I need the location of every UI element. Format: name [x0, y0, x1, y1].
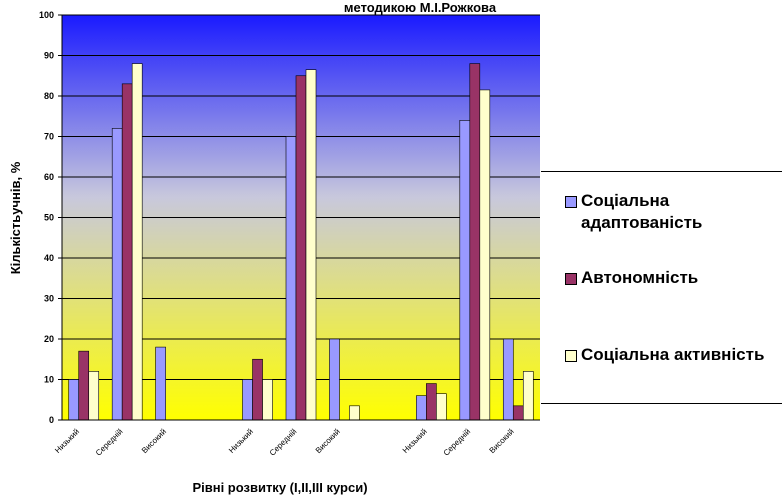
- bar: [242, 379, 253, 421]
- x-tick-label: Низький: [401, 427, 429, 455]
- legend-label: Автономність: [581, 268, 699, 287]
- legend-label: Соціальна активність: [581, 345, 765, 364]
- y-tick-label: 100: [39, 10, 54, 20]
- legend-swatch: [565, 196, 577, 208]
- bar: [459, 120, 471, 421]
- legend-swatch: [565, 350, 577, 362]
- y-tick-label: 90: [44, 51, 54, 61]
- x-axis-label: Рівні розвитку (І,ІІ,ІІІ курси): [192, 480, 367, 495]
- bar: [111, 128, 123, 421]
- bar: [155, 346, 166, 421]
- legend-label: Соціальна адаптованість: [581, 191, 703, 232]
- y-tick-label: 50: [44, 213, 54, 223]
- bar: [88, 371, 100, 421]
- bar: [305, 69, 317, 421]
- legend-item: Соціальна активність: [565, 344, 771, 366]
- bar: [416, 395, 427, 421]
- y-tick-label: 40: [44, 253, 54, 263]
- bar: [262, 379, 273, 421]
- bar: [469, 63, 481, 421]
- bar: [295, 75, 307, 421]
- legend-item: Соціальна адаптованість: [565, 190, 771, 234]
- x-tick-label: Високий: [314, 427, 342, 455]
- bar: [121, 83, 133, 421]
- y-tick-label: 80: [44, 91, 54, 101]
- y-tick-label: 10: [44, 375, 54, 385]
- bar: [78, 350, 90, 421]
- bar: [349, 405, 360, 421]
- x-tick-label: Низький: [227, 427, 255, 455]
- bar: [479, 89, 491, 421]
- x-tick-label: Середній: [268, 427, 299, 458]
- x-tick-label: Середній: [442, 427, 473, 458]
- bar: [426, 383, 437, 421]
- bar: [68, 379, 80, 421]
- x-tick-label: Високий: [140, 427, 168, 455]
- legend-swatch: [565, 273, 577, 285]
- y-tick-label: 0: [49, 415, 54, 425]
- x-tick-label: Високий: [488, 427, 516, 455]
- legend: Соціальна адаптованість Автономність Соціа…: [541, 171, 782, 404]
- y-tick-label: 30: [44, 294, 54, 304]
- x-tick-label: Низький: [53, 427, 81, 455]
- y-tick-label: 70: [44, 132, 54, 142]
- bar: [502, 338, 514, 421]
- bar: [285, 136, 297, 421]
- bar: [512, 405, 524, 421]
- bar: [436, 393, 447, 421]
- bar: [252, 358, 263, 421]
- y-tick-label: 60: [44, 172, 54, 182]
- x-tick-label: Середній: [94, 427, 125, 458]
- bar: [522, 371, 534, 421]
- chart-title: методикою М.І.Рожкова: [344, 0, 497, 15]
- bar: [329, 338, 340, 421]
- y-axis-label: Кількістьучнів, %: [8, 161, 23, 274]
- bar: [131, 63, 143, 421]
- y-tick-label: 20: [44, 334, 54, 344]
- legend-item: Автономність: [565, 267, 771, 289]
